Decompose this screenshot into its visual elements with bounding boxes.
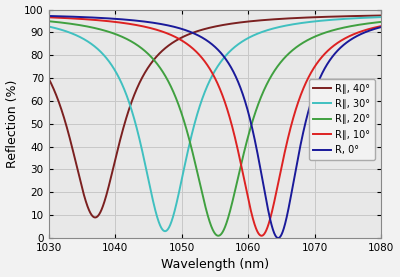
R∥, 10° <box>259 234 264 237</box>
R∥, 20° <box>84 25 89 28</box>
R∥, 30° <box>337 18 342 21</box>
R∥, 40° <box>46 77 51 80</box>
X-axis label: Wavelength (nm): Wavelength (nm) <box>161 258 269 271</box>
Line: R∥, 10°: R∥, 10° <box>48 17 381 236</box>
R∥, 20° <box>379 20 384 24</box>
R∥, 10° <box>188 45 193 48</box>
R∥, 10° <box>337 40 342 43</box>
R∥, 40° <box>84 202 89 205</box>
R, 0° <box>104 17 109 20</box>
R∥, 10° <box>379 24 384 28</box>
R∥, 30° <box>174 202 179 206</box>
R, 0° <box>84 16 89 19</box>
R∥, 40° <box>372 14 377 17</box>
R, 0° <box>337 47 342 51</box>
R∥, 20° <box>337 27 342 30</box>
R∥, 40° <box>174 39 179 42</box>
R∥, 10° <box>174 36 178 39</box>
R, 0° <box>46 14 51 18</box>
R∥, 40° <box>337 15 342 18</box>
R, 0° <box>188 30 193 34</box>
R∥, 20° <box>372 21 377 24</box>
R∥, 30° <box>372 16 377 19</box>
R∥, 20° <box>104 29 109 33</box>
Line: R∥, 40°: R∥, 40° <box>48 16 381 217</box>
R∥, 30° <box>379 16 384 19</box>
R∥, 20° <box>188 143 193 146</box>
R∥, 30° <box>104 56 109 60</box>
R∥, 30° <box>84 39 89 42</box>
Y-axis label: Reflection (%): Reflection (%) <box>6 79 18 168</box>
R∥, 30° <box>163 230 168 233</box>
R∥, 10° <box>372 26 377 29</box>
Line: R∥, 30°: R∥, 30° <box>48 17 381 231</box>
Line: R, 0°: R, 0° <box>48 16 381 238</box>
R∥, 30° <box>46 25 51 28</box>
R∥, 30° <box>188 137 193 140</box>
Legend: R∥, 40°, R∥, 30°, R∥, 20°, R∥, 10°, R, 0°: R∥, 40°, R∥, 30°, R∥, 20°, R∥, 10°, R, 0… <box>308 79 375 160</box>
R∥, 20° <box>46 20 51 23</box>
R∥, 10° <box>46 16 51 19</box>
Line: R∥, 20°: R∥, 20° <box>48 21 381 236</box>
R∥, 40° <box>93 216 98 219</box>
R, 0° <box>372 27 377 30</box>
R, 0° <box>276 236 280 240</box>
R∥, 40° <box>379 14 384 17</box>
R∥, 20° <box>174 97 178 100</box>
R∥, 20° <box>216 234 221 237</box>
R∥, 40° <box>104 193 109 197</box>
R∥, 10° <box>104 19 109 23</box>
R, 0° <box>379 25 384 29</box>
R∥, 10° <box>84 18 89 21</box>
R∥, 40° <box>188 32 193 35</box>
R, 0° <box>174 26 178 29</box>
